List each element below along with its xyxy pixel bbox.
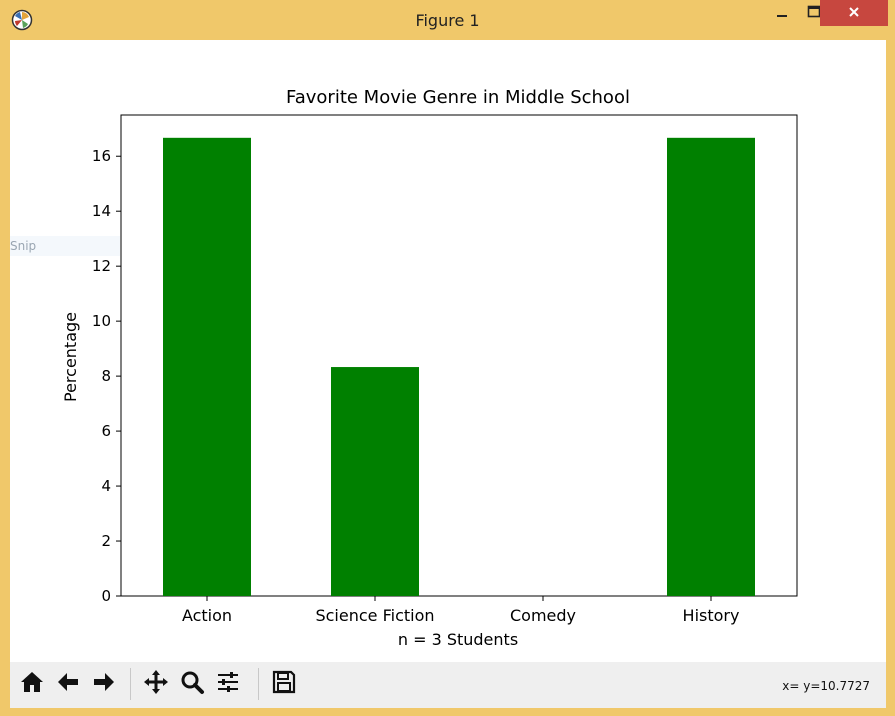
toolbar-separator xyxy=(130,668,131,700)
bar-science-fiction xyxy=(331,367,419,596)
plot-area[interactable]: Snip Favorite Movie Genre in Middle Scho… xyxy=(10,40,886,662)
minimize-icon xyxy=(775,4,789,23)
background-overlay-text: Snip xyxy=(10,236,120,256)
navigation-toolbar: x= y=10.7727 xyxy=(10,662,886,708)
close-icon xyxy=(847,4,861,23)
y-tick-label: 0 xyxy=(101,587,111,605)
sliders-icon xyxy=(215,669,241,699)
x-tick-label: History xyxy=(683,606,740,625)
title-bar[interactable]: Figure 1 xyxy=(0,0,895,40)
x-tick-label: Science Fiction xyxy=(315,606,434,625)
axes-frame xyxy=(120,114,798,597)
move-icon xyxy=(143,669,169,699)
y-tick-label: 16 xyxy=(92,147,111,165)
close-button[interactable] xyxy=(820,0,888,26)
y-tick-label: 14 xyxy=(92,202,111,220)
magnifier-icon xyxy=(179,669,205,699)
x-tick-label: Action xyxy=(182,606,232,625)
overlay-text: Snip xyxy=(10,239,37,253)
y-tick-label: 10 xyxy=(92,312,111,330)
home-icon xyxy=(19,669,45,699)
back-button[interactable] xyxy=(52,668,84,700)
zoom-button[interactable] xyxy=(176,668,208,700)
floppy-disk-icon xyxy=(271,669,297,699)
y-tick-label: 8 xyxy=(101,367,111,385)
y-tick-label: 6 xyxy=(101,422,111,440)
bar-history xyxy=(667,137,755,596)
x-axis-label: n = 3 Students xyxy=(398,630,518,649)
matplotlib-icon xyxy=(11,9,33,31)
x-tick-label: Comedy xyxy=(510,606,576,625)
window-title: Figure 1 xyxy=(415,11,480,30)
arrow-left-icon xyxy=(55,669,81,699)
home-button[interactable] xyxy=(16,668,48,700)
maximize-button[interactable] xyxy=(800,0,828,26)
y-tick-label: 2 xyxy=(101,532,111,550)
toolbar-separator xyxy=(258,668,259,700)
maximize-icon xyxy=(807,4,821,23)
chart-title: Favorite Movie Genre in Middle School xyxy=(286,87,630,108)
cursor-coordinates: x= y=10.7727 xyxy=(782,679,870,693)
configure-subplots-button[interactable] xyxy=(212,668,244,700)
forward-button[interactable] xyxy=(88,668,120,700)
pan-button[interactable] xyxy=(140,668,172,700)
bar-chart[interactable]: Favorite Movie Genre in Middle School n … xyxy=(10,40,886,662)
save-button[interactable] xyxy=(268,668,300,700)
y-tick-label: 4 xyxy=(101,477,111,495)
bar-action xyxy=(163,137,251,596)
arrow-right-icon xyxy=(91,669,117,699)
y-tick-label: 12 xyxy=(92,257,111,275)
y-axis-label: Percentage xyxy=(61,312,80,402)
minimize-button[interactable] xyxy=(768,0,796,26)
figure-canvas[interactable]: Snip Favorite Movie Genre in Middle Scho… xyxy=(10,40,886,708)
